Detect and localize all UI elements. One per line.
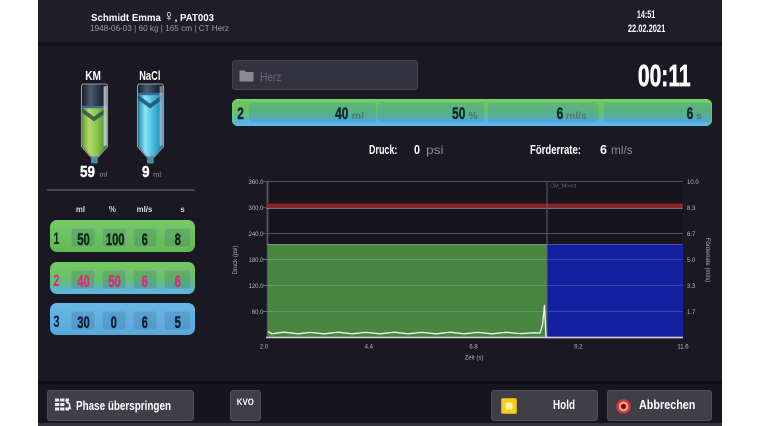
svg-text:5.0: 5.0 <box>687 258 696 264</box>
svg-text:9.2: 9.2 <box>574 345 583 351</box>
svg-text:8.3: 8.3 <box>687 206 696 212</box>
svg-text:60.0: 60.0 <box>252 310 264 316</box>
svg-text:6.7: 6.7 <box>687 232 696 238</box>
svg-text:300.0: 300.0 <box>248 206 264 212</box>
svg-text:360.0: 360.0 <box>248 180 264 186</box>
svg-text:2.0: 2.0 <box>260 345 269 351</box>
svg-text:240.0: 240.0 <box>248 232 264 238</box>
svg-text:11.6: 11.6 <box>677 345 689 351</box>
svg-text:120.0: 120.0 <box>248 284 264 290</box>
svg-text:180.0: 180.0 <box>248 258 264 264</box>
svg-text:Druck (psi): Druck (psi) <box>233 245 239 274</box>
svg-text:Zeit (s): Zeit (s) <box>465 356 484 362</box>
svg-text:6.8: 6.8 <box>469 345 478 351</box>
svg-text:CM_Mixed: CM_Mixed <box>550 184 576 190</box>
svg-text:10.0: 10.0 <box>687 180 699 186</box>
svg-text:1.7: 1.7 <box>687 310 696 316</box>
svg-text:Förderrate (ml/s): Förderrate (ml/s) <box>704 238 710 283</box>
svg-text:4.4: 4.4 <box>365 345 374 351</box>
svg-text:3.3: 3.3 <box>687 284 696 290</box>
